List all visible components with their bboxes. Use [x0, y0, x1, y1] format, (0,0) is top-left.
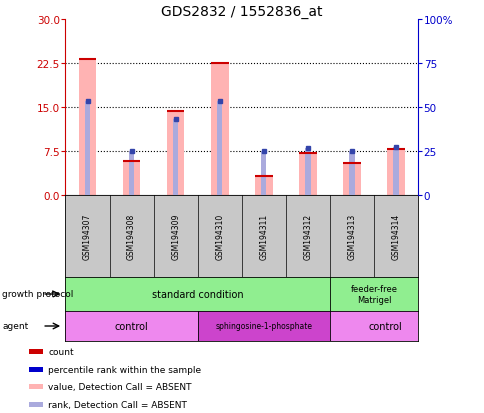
Text: GSM194310: GSM194310	[215, 214, 224, 259]
Bar	[29, 367, 43, 372]
Bar	[211, 64, 228, 195]
Bar	[166, 111, 184, 195]
Bar	[393, 147, 398, 195]
Bar	[299, 153, 316, 195]
Bar	[348, 152, 354, 195]
Text: count: count	[48, 347, 74, 356]
Bar	[29, 402, 43, 407]
Text: control: control	[367, 321, 401, 331]
Text: percentile rank within the sample: percentile rank within the sample	[48, 365, 201, 374]
Text: growth protocol: growth protocol	[2, 290, 74, 299]
Text: feeder-free
Matrigel: feeder-free Matrigel	[350, 285, 397, 304]
Bar	[65, 311, 197, 341]
Bar	[260, 152, 266, 195]
Text: GSM194308: GSM194308	[127, 214, 136, 259]
Text: GSM194307: GSM194307	[83, 213, 92, 259]
Text: agent: agent	[2, 322, 29, 331]
Text: sphingosine-1-phosphate: sphingosine-1-phosphate	[215, 322, 312, 331]
Bar	[78, 60, 96, 195]
Title: GDS2832 / 1552836_at: GDS2832 / 1552836_at	[161, 5, 322, 19]
Text: GSM194312: GSM194312	[303, 214, 312, 259]
Text: value, Detection Call = ABSENT: value, Detection Call = ABSENT	[48, 382, 192, 392]
Bar	[173, 119, 178, 195]
Bar	[343, 163, 360, 195]
Text: GSM194314: GSM194314	[391, 214, 400, 259]
Bar	[329, 311, 417, 341]
Bar	[197, 311, 329, 341]
Bar	[122, 161, 140, 195]
Bar	[129, 152, 134, 195]
Bar	[304, 149, 310, 195]
Text: standard condition: standard condition	[151, 289, 243, 299]
Bar	[386, 150, 404, 195]
Text: GSM194309: GSM194309	[171, 213, 180, 259]
Bar	[29, 349, 43, 354]
Bar	[29, 385, 43, 389]
Bar	[255, 177, 272, 195]
Bar	[217, 102, 222, 195]
Bar	[85, 102, 90, 195]
Text: control: control	[115, 321, 148, 331]
Text: GSM194313: GSM194313	[347, 214, 356, 259]
Text: rank, Detection Call = ABSENT: rank, Detection Call = ABSENT	[48, 400, 187, 409]
Text: GSM194311: GSM194311	[259, 214, 268, 259]
